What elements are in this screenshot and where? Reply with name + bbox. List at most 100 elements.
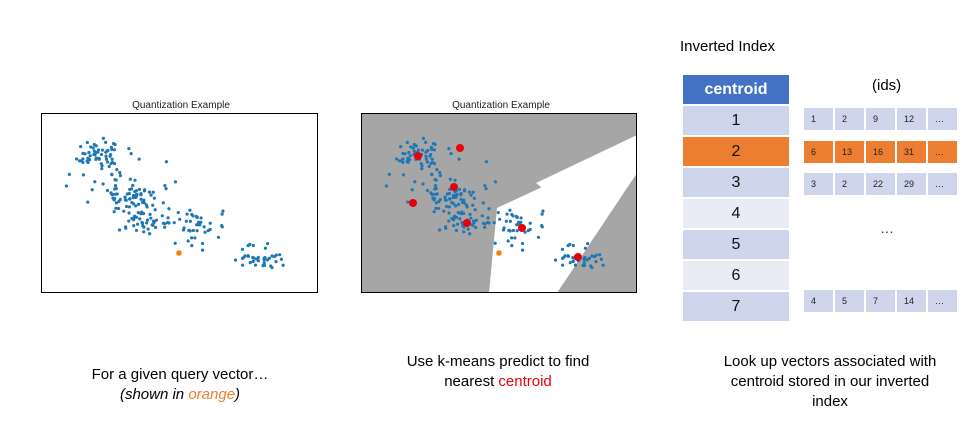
data-point — [161, 221, 166, 225]
centroid-word: centroid — [498, 373, 552, 390]
plot1-title: Quantization Example — [132, 100, 230, 111]
data-point — [142, 230, 146, 234]
data-point — [510, 244, 514, 248]
data-point — [447, 147, 451, 151]
data-point — [560, 247, 565, 251]
data-point — [167, 207, 171, 211]
data-point — [448, 177, 452, 181]
data-point — [458, 217, 462, 221]
data-point — [221, 209, 225, 213]
data-point — [143, 188, 147, 192]
data-point — [118, 170, 122, 175]
data-point — [117, 199, 121, 204]
caption-kmeans: Use k-means predict to find nearest cent… — [358, 352, 638, 392]
data-point — [583, 246, 588, 250]
data-point — [407, 158, 412, 162]
id-cell: 5 — [835, 290, 866, 312]
data-point — [127, 219, 131, 223]
data-point — [585, 258, 589, 262]
data-point — [200, 241, 205, 246]
data-point — [88, 154, 92, 158]
data-point — [67, 172, 71, 177]
data-point — [474, 218, 479, 222]
ids-label: (ids) — [872, 77, 902, 94]
data-point — [508, 219, 512, 223]
data-point — [131, 195, 135, 200]
data-point — [139, 193, 143, 197]
data-point — [505, 212, 509, 216]
data-point — [233, 258, 238, 262]
data-point — [473, 208, 477, 212]
data-point — [493, 180, 498, 184]
data-point — [163, 184, 167, 188]
data-point — [463, 188, 467, 192]
data-point — [452, 224, 456, 228]
data-point — [568, 261, 572, 265]
data-point — [517, 220, 521, 224]
data-point — [124, 198, 128, 202]
data-point — [562, 255, 566, 259]
data-point — [571, 243, 575, 248]
data-point — [90, 188, 94, 192]
data-point — [266, 242, 270, 246]
data-point — [466, 227, 470, 231]
data-point — [110, 192, 114, 197]
caption-lookup-line3: index — [812, 393, 848, 410]
data-point — [430, 173, 434, 177]
data-point — [444, 198, 448, 202]
data-point — [413, 180, 417, 184]
data-point — [424, 154, 428, 158]
data-point — [110, 147, 114, 151]
data-point — [467, 190, 472, 194]
data-point — [281, 263, 285, 267]
data-point — [129, 151, 133, 156]
data-point — [421, 182, 425, 186]
data-point — [434, 201, 439, 205]
data-point — [196, 223, 201, 227]
data-point — [92, 142, 96, 147]
data-point — [147, 190, 152, 194]
data-point — [104, 140, 108, 144]
data-point — [220, 212, 224, 216]
data-point — [528, 227, 532, 232]
data-point — [113, 184, 118, 188]
data-point — [434, 206, 438, 210]
data-point — [451, 195, 455, 200]
data-point — [193, 236, 197, 240]
data-point — [493, 241, 497, 245]
data-point — [190, 244, 194, 248]
data-point — [434, 186, 438, 191]
data-point — [528, 221, 532, 225]
data-point — [132, 216, 136, 220]
data-point — [130, 187, 134, 191]
data-point — [146, 227, 150, 231]
data-point — [251, 259, 255, 263]
data-point — [447, 205, 451, 209]
data-point — [127, 191, 131, 196]
id-cell: 31 — [897, 141, 928, 163]
data-point — [110, 157, 114, 161]
data-point — [437, 199, 441, 204]
data-point — [471, 219, 476, 223]
data-point — [101, 182, 105, 186]
data-point — [148, 212, 152, 216]
ids-row-2: 6 13 16 31 … — [804, 141, 959, 163]
data-point — [426, 148, 430, 153]
data-point — [110, 173, 114, 177]
data-point — [127, 147, 131, 151]
data-point — [523, 230, 527, 234]
data-point — [269, 264, 273, 268]
data-point — [127, 211, 131, 215]
data-point — [241, 263, 245, 267]
data-point — [189, 236, 194, 240]
data-point — [185, 212, 189, 216]
data-point — [114, 186, 118, 191]
data-point — [251, 256, 255, 260]
data-point — [589, 264, 593, 268]
data-point — [87, 150, 91, 155]
data-point — [513, 236, 517, 240]
data-point — [444, 204, 449, 209]
data-point — [483, 225, 487, 229]
data-point — [115, 168, 119, 172]
data-point — [200, 248, 205, 252]
